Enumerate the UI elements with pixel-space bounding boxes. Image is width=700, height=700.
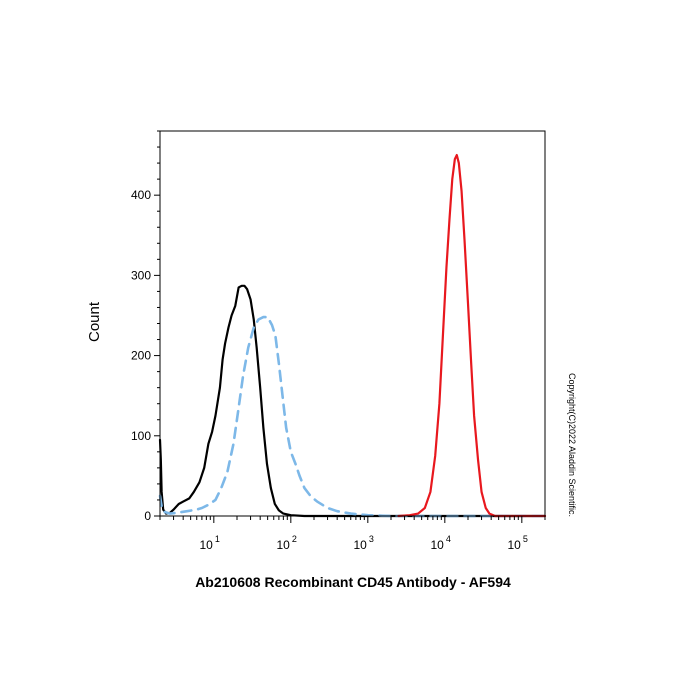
- x-tick-exponent: 5: [523, 534, 528, 544]
- x-axis-label: Ab210608 Recombinant CD45 Antibody - AF5…: [195, 574, 511, 590]
- histogram-series-1: [158, 284, 547, 518]
- y-tick-label: 0: [144, 509, 151, 523]
- x-tick-label: 10: [430, 538, 444, 552]
- y-tick-label: 300: [131, 268, 151, 282]
- x-tick-exponent: 1: [215, 534, 220, 544]
- y-tick-label: 100: [131, 429, 151, 443]
- x-tick-label: 10: [353, 538, 367, 552]
- x-tick-label: 10: [276, 538, 290, 552]
- histogram-series-2: [158, 315, 547, 518]
- plot-frame: [159, 130, 546, 517]
- x-tick-exponent: 2: [292, 534, 297, 544]
- x-tick-label: 10: [507, 538, 521, 552]
- copyright-text: Copyright(C)2022 Aladdin Scientific.: [567, 373, 577, 517]
- y-tick-label: 200: [131, 349, 151, 363]
- y-axis-label: Count: [86, 301, 103, 342]
- x-tick-label: 10: [199, 538, 213, 552]
- x-tick-exponent: 4: [446, 534, 451, 544]
- y-tick-label: 400: [131, 188, 151, 202]
- histogram-series-3: [397, 153, 547, 518]
- x-tick-exponent: 3: [369, 534, 374, 544]
- series-layer: [158, 153, 547, 518]
